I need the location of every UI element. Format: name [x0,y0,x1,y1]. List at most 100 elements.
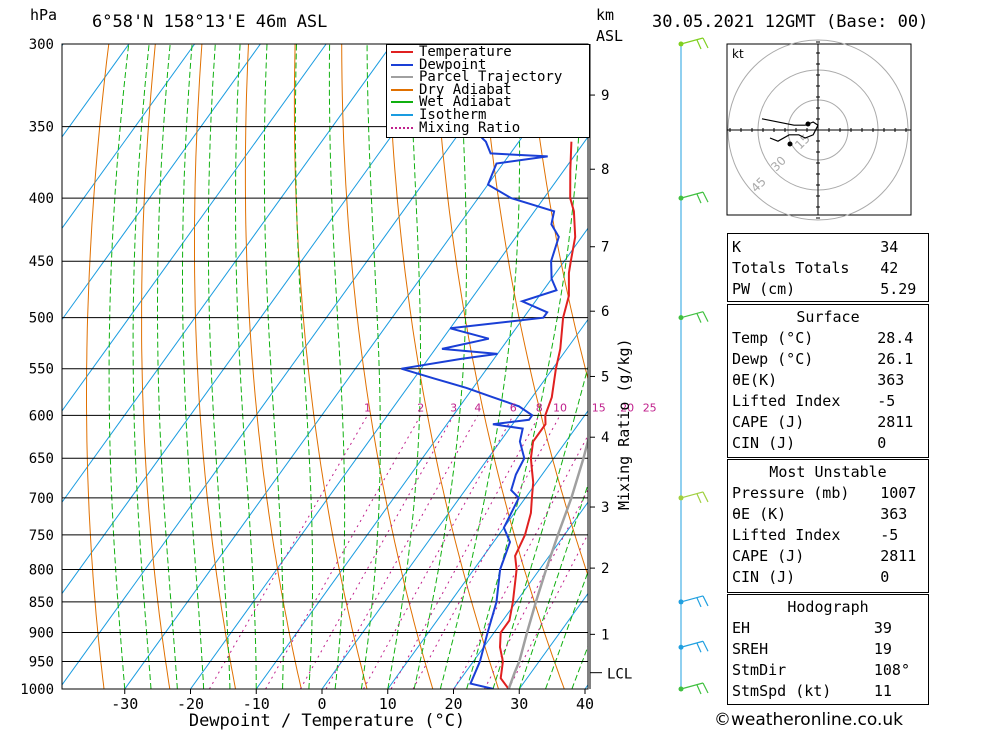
isotherm-line [124,44,588,689]
lcl-label: LCL [607,667,632,683]
mixing-ratio-label: 25 [643,401,657,414]
index-value: 5.29 [880,279,917,298]
isotherm-line [62,44,459,595]
mixing-ratio-label: 4 [474,401,481,414]
index-label: Pressure (mb) [732,483,850,502]
legend-item: Isotherm [391,107,487,123]
index-value: 363 [877,370,905,389]
index-value: 34 [880,237,899,256]
wet-adiabat-line [387,44,421,689]
dry-adiabat-line [244,44,302,689]
legend-item: Temperature [391,44,512,60]
index-row: CAPE (J) 2811 [728,411,928,432]
wind-barb-feather [696,193,702,204]
legend-label: Isotherm [419,107,487,123]
isotherm-line [321,318,588,689]
isotherm-line [62,44,196,230]
asl-label: ASL [596,27,624,45]
legend-item: Mixing Ratio [391,119,521,136]
series-parcel-trajectory [507,435,588,689]
index-value: 0 [877,433,887,452]
dry-adiabat-line [141,44,171,689]
legend-swatch [391,114,413,116]
index-value: 39 [873,618,892,637]
dry-adiabat-line [994,44,1000,689]
mixing-ratio-label: 3 [450,401,457,414]
index-value: 1007 [880,483,917,502]
index-row: CIN (J) 0 [728,566,928,587]
height-tick-label: 4 [601,430,609,446]
index-label: PW (cm) [732,279,796,298]
index-label: Totals Totals [732,258,850,277]
x-tick-label: 30 [510,695,528,713]
index-row: Pressure (mb) 1007 [728,482,928,503]
wind-barb-feather [696,597,702,608]
legend-label: Temperature [419,44,512,60]
mixing-ratio-line [208,415,368,689]
legend: Temperature Dewpoint Parcel Trajectory Dry … [386,44,590,138]
wind-barb-shaft [680,37,704,45]
isotherm-line [62,44,393,504]
wind-barb-feather [702,191,709,203]
legend-label: Wet Adiabat [419,94,512,111]
wind-barb-feather [696,313,702,323]
pressure-tick-950: 950 [29,655,54,671]
index-value: 108° [873,660,910,679]
wind-barb-feather [702,37,709,49]
pressure-tick-600: 600 [29,408,54,424]
wind-barb-1000 [678,682,709,695]
wet-adiabat-line [108,44,130,689]
index-label: CIN (J) [732,433,796,452]
legend-swatch [391,76,413,79]
legend-swatch [391,63,413,66]
index-label: K [732,237,742,256]
index-label: CAPE (J) [732,546,805,565]
wind-barb-shaft [680,682,704,690]
wind-barb-feather [702,595,709,607]
pressure-tick-850: 850 [29,595,54,611]
plot-frame [61,43,589,690]
wet-adiabat-line [439,44,521,689]
wet-adiabat-line [328,44,346,689]
index-row: θE (K) 363 [728,503,928,524]
pressure-tick-900: 900 [29,626,54,642]
index-label: θE(K) [732,370,778,389]
isotherm-line [62,44,327,412]
mixing-ratio-line [453,434,588,689]
index-label: CAPE (J) [732,412,805,431]
isotherm-line [62,44,261,321]
index-value: 2811 [877,412,914,431]
wind-barb-shaft [680,311,704,319]
height-tick-label: 5 [601,369,609,385]
height-tick-label: 2 [601,561,609,577]
pressure-tick-300: 300 [29,37,54,53]
axes: 3003504004505005506006507007508008509009… [20,37,656,731]
wind-barb-400 [678,191,709,204]
height-tick-label: 9 [601,88,609,104]
index-row: CIN (J) 0 [728,432,928,453]
mixing-ratio-line [299,415,455,689]
dry-adiabat-line [293,44,368,689]
x-tick-label: -30 [111,695,138,713]
index-row: StmDir 108° [728,659,928,680]
wind-barb-shaft [680,640,704,648]
pressure-tick-1000: 1000 [20,682,54,698]
mixing-ratio-label: 20 [620,401,634,414]
mixing-ratio-label: 8 [536,401,543,414]
legend-label: Mixing Ratio [419,119,521,136]
wet-adiabat-line [235,44,257,689]
wind-barb-850 [678,595,709,608]
pressure-tick-750: 750 [29,528,54,544]
index-label: Lifted Index [732,391,841,410]
isotherm-line [453,501,588,689]
surface-box: Surface Temp (°C) 28.4 Dewp (°C) 26.1 θE(K) 36… [727,304,929,458]
mixing-ratio-line [390,415,540,689]
index-row: Temp (°C) 28.4 [728,327,928,348]
legend-swatch [391,88,413,91]
wind-barbs [678,37,709,695]
indices-basic-box: K 34 Totals Totals 42 PW (cm) 5.29 [727,233,929,302]
index-label: EH [732,618,751,637]
wet-adiabat-line [294,44,314,689]
pressure-tick-800: 800 [29,562,54,578]
